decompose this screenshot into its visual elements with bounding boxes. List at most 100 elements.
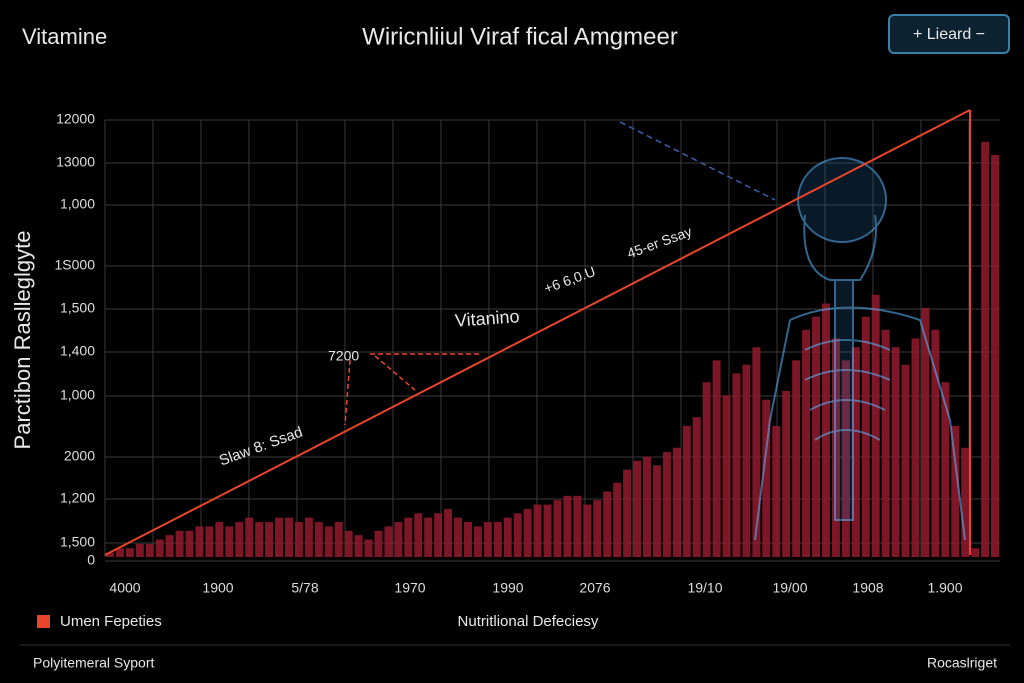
x-tick-label: 1970 (394, 580, 425, 596)
bar (971, 548, 980, 557)
bar (822, 303, 830, 557)
bar (623, 469, 632, 557)
bar (543, 504, 552, 557)
bar (265, 522, 274, 557)
x-tick-label: 2076 (579, 580, 610, 596)
bar (245, 517, 254, 557)
annotation: Vitanino (454, 306, 520, 330)
bar (374, 530, 383, 557)
bar (573, 495, 582, 557)
legend-swatch (37, 615, 50, 628)
x-tick-label: 19/00 (772, 580, 807, 596)
bar (752, 347, 761, 557)
bar (613, 482, 622, 557)
chart-title: Wiricnliiul Viraf fical Amgmeer (362, 23, 678, 50)
bar (533, 504, 542, 557)
footer-right: Rocaslriget (927, 655, 997, 671)
bar (643, 456, 651, 557)
bar (115, 548, 124, 557)
footer-left: Polyitemeral Syport (33, 655, 154, 671)
bar (275, 517, 283, 557)
x-tick-label: 19/10 (687, 580, 722, 596)
bar (523, 508, 532, 557)
bar (195, 526, 204, 557)
grid (104, 119, 1000, 562)
x-axis-label: Nutritlional Defeciesy (458, 613, 599, 630)
bar (692, 417, 701, 557)
bar (991, 154, 999, 557)
annotation-arrows (344, 353, 480, 426)
bar (841, 360, 850, 557)
bar (444, 508, 453, 557)
bar (483, 522, 492, 557)
y-tick-label: 12000 (56, 111, 95, 127)
bar (871, 294, 880, 557)
bar (294, 522, 303, 557)
y-tick-label: 1,500 (60, 300, 95, 316)
bar (225, 526, 234, 557)
x-tick-label: 5/78 (291, 580, 318, 596)
bar (652, 465, 661, 557)
bar (782, 390, 791, 557)
bar (384, 526, 393, 557)
bar (473, 526, 482, 557)
bar (563, 495, 572, 557)
annotation: 7200 (328, 348, 359, 364)
x-tick-label: 4000 (109, 580, 140, 596)
bar (742, 364, 751, 557)
y-tick-label: 1S000 (55, 257, 96, 273)
button-frame[interactable] (888, 14, 1010, 54)
bar (941, 382, 950, 557)
bar (593, 500, 602, 557)
bar (354, 535, 363, 557)
x-tick-label: 1908 (852, 580, 883, 596)
bar (434, 513, 443, 557)
bar (762, 399, 771, 557)
bar (603, 491, 612, 557)
bar (364, 539, 373, 557)
bar (125, 548, 134, 557)
bar (185, 530, 194, 557)
legend-button[interactable]: + Lieard − (888, 14, 1010, 54)
x-tick-label: 1990 (492, 580, 523, 596)
x-tick-label: 1900 (202, 580, 233, 596)
bar (861, 316, 870, 557)
bar (255, 522, 264, 557)
dashed-guide (619, 121, 776, 201)
bar (961, 447, 970, 557)
bar (464, 522, 472, 557)
bars (106, 141, 999, 557)
bar (583, 504, 592, 557)
bar (921, 307, 930, 557)
bar (881, 329, 890, 557)
bar (513, 513, 522, 557)
legend-label: Umen Fepeties (60, 613, 162, 630)
skeleton-figure (754, 157, 966, 541)
y-tick-label: 2000 (64, 448, 95, 464)
bar (802, 329, 811, 557)
bar (891, 347, 900, 557)
bar (205, 526, 214, 557)
y-tick-label: 1,000 (60, 387, 95, 403)
bar (414, 513, 423, 557)
bar (493, 522, 502, 557)
bar (215, 522, 224, 557)
bar (314, 522, 323, 557)
bar (334, 522, 343, 557)
bar (285, 517, 293, 557)
bar (394, 522, 403, 557)
bar (901, 364, 910, 557)
x-tick-label: 1.900 (927, 580, 962, 596)
bar (792, 360, 801, 557)
bar (672, 447, 681, 557)
bar (503, 517, 512, 557)
bar (722, 395, 731, 557)
bar (712, 360, 721, 557)
bar (135, 543, 144, 557)
bar (682, 425, 691, 557)
button-label[interactable]: + Lieard − (913, 26, 985, 43)
bar (662, 452, 671, 557)
bar (344, 530, 353, 557)
bar (424, 517, 433, 557)
bar (324, 526, 333, 557)
